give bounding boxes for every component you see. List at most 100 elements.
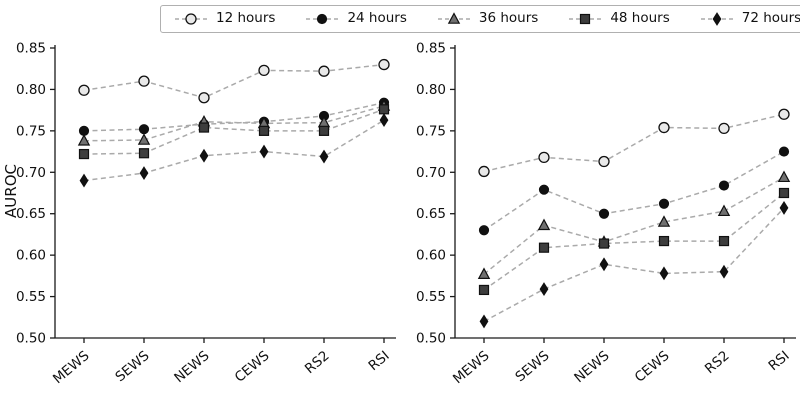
- legend-item-72-hours: 72 hours: [700, 12, 800, 26]
- marker-circle-filled: [538, 184, 550, 195]
- y-axis-label: AUROC: [2, 164, 20, 218]
- y-tick-label: 0.75: [416, 123, 446, 139]
- marker-square: [198, 122, 210, 133]
- y-tick-label: 0.55: [416, 289, 446, 305]
- marker-circle-filled: [598, 208, 610, 219]
- marker-square: [258, 125, 270, 136]
- marker-square: [658, 235, 670, 247]
- marker-diamond: [379, 113, 389, 128]
- marker-square: [378, 104, 390, 115]
- diamond-thin-icon: [700, 12, 733, 26]
- marker-triangle: [777, 170, 791, 183]
- circle-open-icon: [175, 13, 207, 25]
- series-line-72-hours: [83, 119, 385, 182]
- marker-square: [138, 148, 150, 159]
- series-line-48-hours: [83, 108, 385, 155]
- marker-triangle: [77, 134, 91, 146]
- marker-square: [538, 242, 550, 253]
- y-tick-label: 0.85: [16, 41, 46, 57]
- marker-diamond: [659, 266, 669, 281]
- x-tick-label: MEWS: [50, 348, 93, 387]
- y-tick-label: 0.65: [16, 206, 46, 222]
- marker-circle-open: [318, 65, 330, 77]
- x-tick-label: SEWS: [112, 348, 152, 385]
- y-tick-label: 0.70: [16, 165, 46, 181]
- marker-square: [718, 235, 730, 247]
- marker-circle-open: [778, 108, 790, 120]
- y-tick-label: 0.60: [16, 248, 46, 264]
- x-tick-label: RS2: [302, 348, 333, 377]
- legend-item-48-hours: 48 hours: [568, 12, 670, 26]
- marker-diamond: [79, 173, 89, 188]
- left-subplot: 0.50 0.55 0.60 0.65 0.70 0.75 0.80 0.85 MEWS SEWS…: [16, 41, 396, 387]
- marker-diamond: [199, 148, 209, 163]
- marker-diamond: [719, 264, 729, 279]
- marker-diamond: [479, 314, 489, 329]
- x-tick-label: RSI: [365, 348, 392, 374]
- marker-triangle: [717, 204, 731, 217]
- y-tick-label: 0.70: [416, 165, 446, 181]
- series-line-12-hours: [83, 63, 385, 99]
- legend-item-24-hours: 24 hours: [305, 10, 407, 27]
- marker-circle-filled: [778, 146, 790, 157]
- series-line-36-hours: [483, 176, 785, 275]
- marker-diamond: [139, 166, 149, 181]
- legend-label: 36 hours: [478, 10, 539, 27]
- legend-label: 24 hours: [347, 10, 407, 27]
- marker-diamond: [259, 144, 269, 159]
- marker-circle-open: [138, 75, 150, 87]
- marker-diamond: [779, 200, 789, 215]
- right-subplot: 0.50 0.55 0.60 0.65 0.70 0.75 0.80 0.85 MEWS SEWS…: [416, 41, 796, 387]
- marker-triangle: [137, 133, 151, 145]
- legend-item-36-hours: 36 hours: [437, 12, 538, 26]
- marker-circle-open: [78, 84, 90, 96]
- series-line-36-hours: [83, 105, 385, 142]
- series-line-72-hours: [483, 207, 785, 323]
- x-tick-label: CEWS: [232, 348, 273, 386]
- y-tick-label: 0.80: [16, 82, 46, 98]
- x-tick-label: CEWS: [632, 348, 673, 386]
- y-tick-label: 0.85: [416, 41, 446, 57]
- marker-circle-open: [378, 58, 390, 71]
- x-tick-label: NEWS: [171, 348, 212, 386]
- y-tick-label: 0.60: [416, 248, 446, 264]
- y-tick-label: 0.50: [416, 331, 446, 347]
- marker-circle-filled: [658, 198, 670, 209]
- y-tick-label: 0.80: [416, 82, 446, 98]
- marker-diamond: [319, 149, 329, 164]
- marker-circle-open: [658, 121, 670, 134]
- triangle-filled-icon: [437, 12, 470, 24]
- series-line-24-hours: [83, 101, 385, 132]
- marker-triangle: [657, 215, 671, 227]
- marker-triangle: [477, 267, 491, 279]
- marker-diamond: [712, 12, 722, 26]
- marker-circle-open: [185, 13, 197, 25]
- series-line-12-hours: [483, 113, 785, 173]
- y-tick-label: 0.75: [16, 123, 46, 139]
- legend-item-12-hours: 12 hours: [174, 12, 275, 26]
- marker-square: [598, 238, 610, 249]
- marker-circle-open: [198, 92, 210, 104]
- marker-square: [778, 187, 790, 199]
- marker-circle-open: [258, 64, 270, 77]
- marker-triangle: [447, 12, 461, 24]
- marker-circle-filled: [138, 124, 150, 135]
- marker-circle-open: [478, 165, 490, 178]
- marker-diamond: [539, 282, 549, 297]
- legend: 12 hours 24 hours 36 hours 48 hours 72 hours: [160, 5, 800, 33]
- x-tick-label: RSI: [765, 348, 792, 374]
- x-tick-label: MEWS: [450, 348, 493, 387]
- marker-circle-open: [598, 155, 610, 168]
- marker-square: [318, 125, 330, 136]
- marker-diamond: [599, 257, 609, 272]
- y-tick-label: 0.55: [16, 289, 46, 305]
- x-tick-label: SEWS: [512, 348, 552, 385]
- marker-triangle: [537, 218, 551, 231]
- legend-label: 72 hours: [741, 10, 800, 27]
- marker-circle-open: [718, 122, 730, 135]
- marker-circle-filled: [317, 13, 328, 25]
- marker-square: [580, 13, 591, 25]
- marker-square: [78, 148, 90, 160]
